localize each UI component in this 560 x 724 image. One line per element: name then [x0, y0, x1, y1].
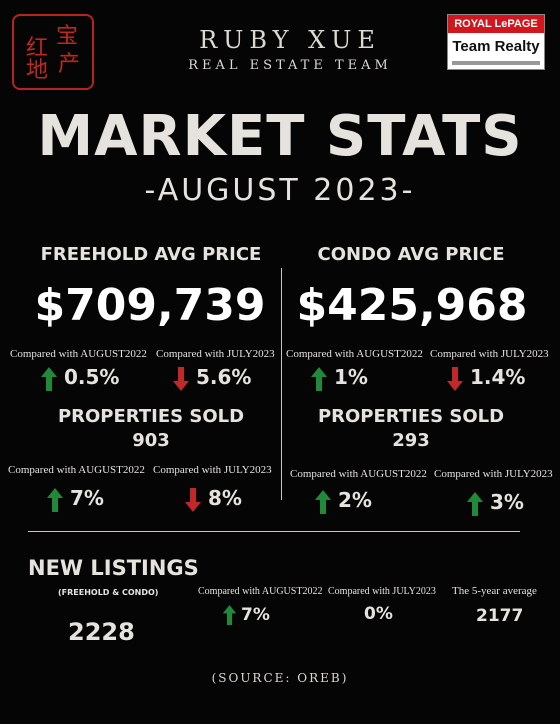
freehold-sold-jul-value: 8%	[208, 486, 242, 510]
new-listings-cmp-jul: Compared with JULY2023	[328, 586, 436, 597]
new-listings-aug-change: 7%	[222, 604, 270, 626]
condo-sold-jul-change: 3%	[466, 490, 524, 517]
freehold-sold-count: 903	[132, 430, 170, 451]
condo-cmp-aug: Compared with AUGUST2022	[286, 348, 423, 360]
condo-sold-cmp-aug: Compared with AUGUST2022	[290, 468, 427, 480]
up-arrow-icon	[47, 487, 63, 512]
condo-cmp-jul: Compared with JULY2023	[430, 348, 549, 360]
five-year-average-value: 2177	[476, 606, 524, 626]
condo-sold-cmp-jul: Compared with JULY2023	[434, 468, 553, 480]
up-arrow-icon	[311, 366, 327, 391]
condo-aug-change: 1%	[310, 365, 368, 392]
seal-char: 产	[58, 52, 81, 77]
condo-aug-change-value: 1%	[334, 365, 368, 389]
new-listings-value: 2228	[68, 618, 135, 646]
page-title: MARKET STATS	[37, 104, 523, 169]
freehold-sold-jul-change: 8%	[184, 486, 242, 513]
royal-lepage-logo: ROYAL LePAGE Team Realty	[447, 14, 545, 70]
freehold-price: $709,739	[34, 280, 266, 331]
condo-jul-change: 1.4%	[446, 365, 525, 392]
condo-sold-aug-value: 2%	[338, 488, 372, 512]
new-listings-jul-change: 0%	[364, 604, 393, 624]
condo-jul-change-value: 1.4%	[470, 365, 526, 389]
logo-line-2: Team Realty	[452, 38, 540, 55]
condo-heading: CONDO AVG PRICE	[317, 244, 505, 265]
source-note: (SOURCE: OREB)	[211, 671, 349, 685]
up-arrow-icon	[467, 491, 483, 516]
up-arrow-icon	[41, 366, 57, 391]
up-arrow-icon	[315, 489, 331, 514]
seal-char: 宝	[56, 24, 79, 49]
brand-subtitle: REAL ESTATE TEAM	[188, 58, 392, 73]
condo-price: $425,968	[296, 280, 528, 331]
freehold-jul-change-value: 5.6%	[196, 365, 252, 389]
down-arrow-icon	[173, 366, 189, 391]
new-listings-title: NEW LISTINGS	[28, 556, 199, 580]
freehold-cmp-aug: Compared with AUGUST2022	[10, 348, 147, 360]
chinese-seal-logo: 宝 红 产 地	[12, 14, 94, 90]
condo-sold-jul-value: 3%	[490, 490, 524, 514]
new-listings-cmp-aug: Compared with AUGUST2022	[198, 586, 323, 597]
five-year-average-label: The 5-year average	[452, 585, 537, 597]
freehold-sold-cmp-aug: Compared with AUGUST2022	[8, 464, 145, 476]
logo-line-1: ROYAL LePAGE	[448, 15, 544, 33]
freehold-cmp-jul: Compared with JULY2023	[156, 348, 275, 360]
freehold-sold-aug-value: 7%	[70, 486, 104, 510]
condo-sold-count: 293	[392, 430, 430, 451]
brand-name: RUBY XUE	[199, 26, 381, 54]
condo-sold-aug-change: 2%	[314, 488, 372, 515]
freehold-sold-cmp-jul: Compared with JULY2023	[153, 464, 272, 476]
freehold-sold-heading: PROPERTIES SOLD	[57, 406, 245, 427]
condo-sold-heading: PROPERTIES SOLD	[317, 406, 505, 427]
logo-fine-print	[452, 61, 540, 65]
seal-char: 地	[26, 58, 49, 83]
page-subtitle: -AUGUST 2023-	[144, 173, 416, 208]
horizontal-divider	[28, 531, 520, 532]
freehold-jul-change: 5.6%	[172, 365, 251, 392]
freehold-sold-aug-change: 7%	[46, 486, 104, 513]
down-arrow-icon	[185, 487, 201, 512]
new-listings-subtitle: (FREEHOLD & CONDO)	[58, 588, 159, 597]
seal-char: 红	[26, 36, 49, 61]
up-arrow-icon	[222, 605, 237, 625]
vertical-divider	[281, 268, 282, 500]
freehold-aug-change-value: 0.5%	[64, 365, 120, 389]
freehold-heading: FREEHOLD AVG PRICE	[40, 244, 262, 265]
freehold-aug-change: 0.5%	[40, 365, 119, 392]
new-listings-aug-value: 7%	[241, 605, 270, 625]
down-arrow-icon	[447, 366, 463, 391]
